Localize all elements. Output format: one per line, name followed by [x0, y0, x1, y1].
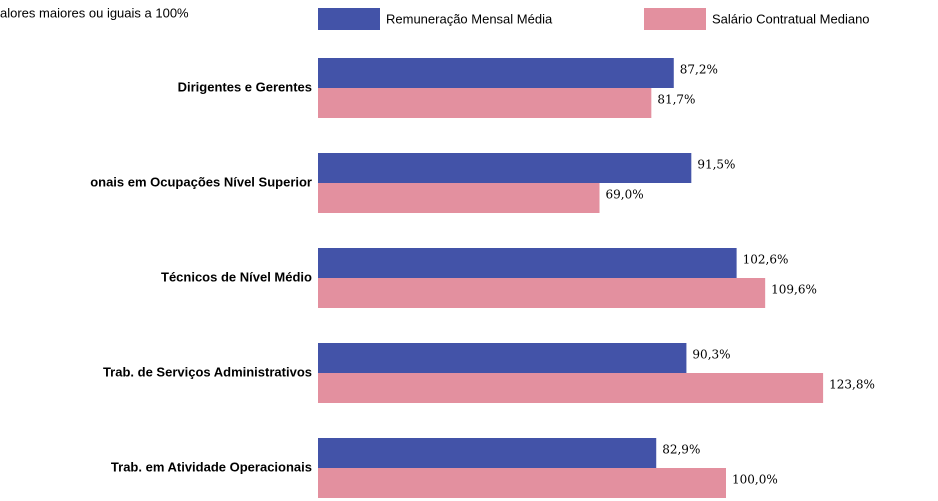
legend-label: Salário Contratual Mediano	[712, 11, 870, 26]
legend-swatch	[318, 8, 380, 30]
value-label: 87,2%	[680, 63, 718, 77]
value-label: 102,6%	[743, 253, 789, 267]
bar	[318, 248, 737, 278]
bar	[318, 343, 687, 373]
category-label: onais em Ocupações Nível Superior	[90, 174, 312, 189]
bar	[318, 183, 600, 213]
bar	[318, 153, 692, 183]
value-label: 69,0%	[606, 188, 644, 202]
bar	[318, 278, 766, 308]
value-label: 90,3%	[692, 348, 730, 362]
legend-swatch	[644, 8, 706, 30]
value-label: 82,9%	[662, 443, 700, 457]
value-label: 81,7%	[657, 93, 695, 107]
chart-subtitle: alores maiores ou iguais a 100%	[0, 5, 189, 20]
value-label: 91,5%	[697, 158, 735, 172]
bar	[318, 468, 726, 498]
bar	[318, 88, 652, 118]
bar	[318, 373, 824, 403]
value-label: 123,8%	[829, 378, 875, 392]
category-label: Dirigentes e Gerentes	[178, 79, 312, 94]
category-label: Trab. em Atividade Operacionais	[111, 459, 312, 474]
category-label: Técnicos de Nível Médio	[161, 269, 312, 284]
legend-label: Remuneração Mensal Média	[386, 11, 553, 26]
category-label: Trab. de Serviços Administrativos	[103, 364, 312, 379]
bar	[318, 58, 674, 88]
value-label: 100,0%	[732, 473, 778, 487]
bar	[318, 438, 657, 468]
value-label: 109,6%	[771, 283, 817, 297]
